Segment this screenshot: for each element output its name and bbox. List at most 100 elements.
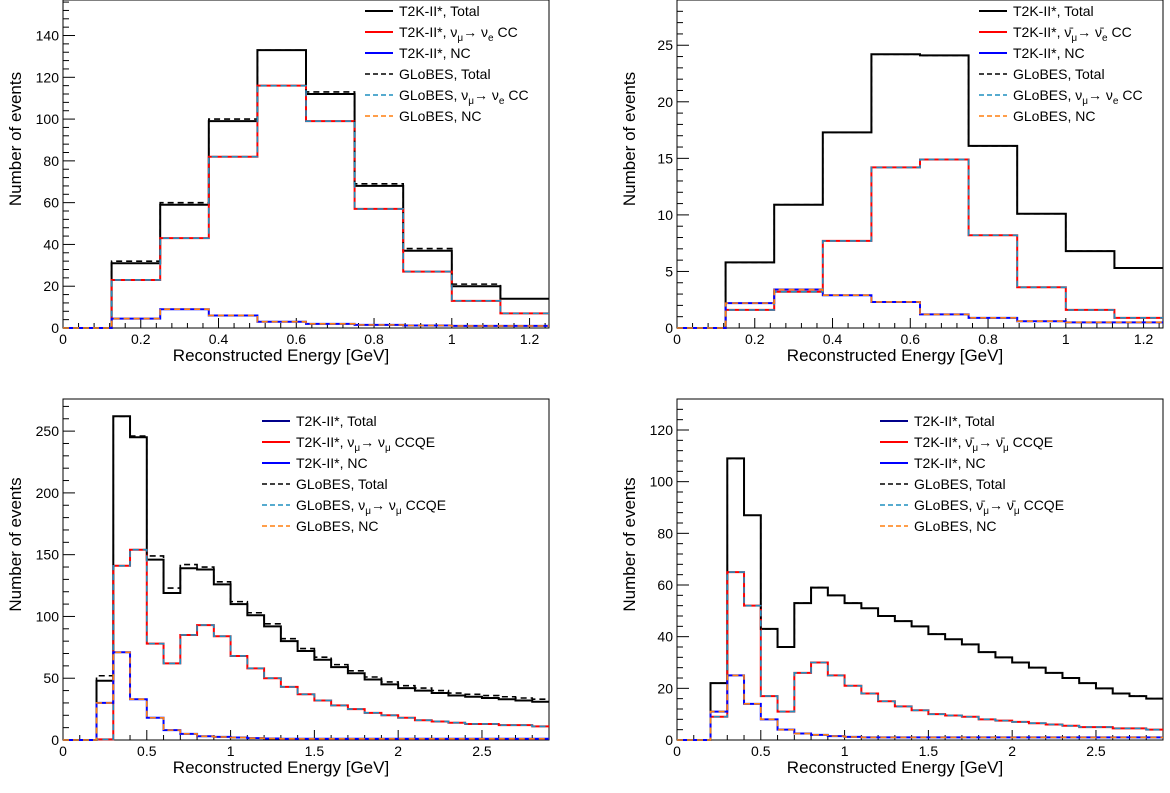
x-tick-label: 2: [1008, 743, 1016, 759]
plot-frame: [62, 0, 550, 329]
legend: T2K-II*, Total T2K-II*, ν̄μ→ ν̄μ CCQET2K-…: [880, 413, 1064, 534]
legend-entry-part: → ν: [463, 24, 488, 40]
x-tick-label: 1: [841, 743, 849, 759]
legend-entry-part: e: [488, 33, 494, 44]
x-tick-label: 0: [59, 331, 67, 347]
x-axis-label: Reconstructed Energy [GeV]: [787, 758, 1003, 777]
legend-entry: T2K-II*, ν̄μ→ ν̄μ CCQE: [914, 434, 1053, 454]
series-line-1: [677, 571, 1163, 741]
x-tick-label: 2: [394, 743, 402, 759]
y-tick-label: 10: [657, 207, 673, 223]
legend-entry-part: CC: [494, 24, 518, 40]
legend-entry: GLoBES, NC: [399, 108, 481, 124]
y-tick-label: 50: [43, 670, 59, 686]
y-tick-label: 60: [657, 577, 673, 593]
x-tick-label: 0.5: [751, 743, 771, 759]
plot-frame: [676, 0, 1164, 329]
legend-entry: GLoBES, νμ→ νe CC: [1013, 87, 1143, 107]
legend-entry-part: → ν: [371, 497, 396, 513]
y-tick-label: 120: [650, 422, 674, 438]
series-line-4: [677, 158, 1163, 329]
x-tick-label: 0.4: [823, 331, 843, 347]
legend-entry-part: GLoBES, ν: [399, 87, 468, 103]
legend-entry-part: μ: [365, 506, 371, 517]
x-tick-label: 0.4: [209, 331, 229, 347]
y-tick-label: 20: [657, 94, 673, 110]
x-axis-label: Reconstructed Energy [GeV]: [173, 346, 389, 365]
x-tick-label: 2.5: [1086, 743, 1106, 759]
legend-entry: GLoBES, NC: [914, 518, 996, 534]
y-tick-label: 5: [665, 263, 673, 279]
legend-entry: GLoBES, Total: [914, 476, 1006, 492]
y-tick-label: 20: [43, 278, 59, 294]
legend-entry: T2K-II*, νμ→ νμ CCQE: [296, 434, 435, 454]
x-tick-label: 1.5: [305, 743, 325, 759]
legend-entry-part: e: [1113, 96, 1119, 107]
x-tick-label: 0.8: [364, 331, 384, 347]
legend-entry-part: → ν: [360, 434, 385, 450]
y-axis-label: Number of events: [6, 72, 25, 206]
series-line-4: [63, 84, 549, 329]
x-tick-label: 0.8: [978, 331, 998, 347]
x-tick-label: 1.5: [919, 743, 939, 759]
legend-entry-part: T2K-II*, ν: [296, 434, 354, 450]
legend-entry: T2K-II*, Total: [296, 413, 377, 429]
legend-entry-part: T2K-II*, ν̄: [914, 434, 974, 450]
x-tick-label: 0.5: [137, 743, 157, 759]
series-line-5: [677, 288, 1163, 329]
x-axis-label: Reconstructed Energy [GeV]: [173, 758, 389, 777]
chart-panel-bottom-right: 0 0.5 1 1.5 2 2.5 0 20 40 60 80 100 120 Reconstructed…: [620, 398, 1164, 777]
legend-entry-part: μ: [385, 443, 391, 454]
y-tick-label: 60: [43, 195, 59, 211]
series-line-4: [677, 571, 1163, 741]
legend-entry: T2K-II*, Total: [914, 413, 995, 429]
series-line-5: [63, 651, 549, 741]
legend-entry: GLoBES, NC: [1013, 108, 1095, 124]
x-tick-label: 1.2: [1134, 331, 1154, 347]
legend-entry-part: μ: [1071, 33, 1077, 44]
x-tick-label: 0: [59, 743, 67, 759]
y-tick-label: 0: [665, 732, 673, 748]
x-tick-label: 1: [448, 331, 456, 347]
y-tick-label: 20: [657, 680, 673, 696]
y-tick-label: 100: [650, 474, 674, 490]
chart-panel-top-left: 0 0.2 0.4 0.6 0.8 1 1.2 0 20 40 60 80 100 120 140 Recon…: [6, 0, 550, 365]
y-tick-label: 100: [36, 608, 60, 624]
legend-entry-part: GLoBES, ν̄: [914, 497, 985, 513]
legend-entry: T2K-II*, Total: [399, 3, 480, 19]
legend-entry-part: GLoBES, ν: [296, 497, 365, 513]
y-tick-label: 25: [657, 37, 673, 53]
series-line-3: [677, 53, 1163, 329]
legend-entry-part: CCQE: [1020, 497, 1064, 513]
y-tick-label: 40: [657, 629, 673, 645]
chart-panel-top-right: 0 0.2 0.4 0.6 0.8 1 1.2 0 5 10 15 20 25 Reconstructed…: [620, 0, 1164, 365]
legend-entry-part: CC: [1118, 87, 1142, 103]
legend-entry: GLoBES, Total: [399, 66, 491, 82]
legend-entry-part: e: [1102, 33, 1108, 44]
legend-entry: GLoBES, Total: [296, 476, 388, 492]
x-tick-label: 1: [1062, 331, 1070, 347]
legend-entry: GLoBES, ν̄μ→ ν̄μ CCQE: [914, 497, 1064, 517]
series-line-5: [677, 674, 1163, 741]
y-tick-label: 100: [36, 111, 60, 127]
legend-entry-part: → ν̄: [1077, 24, 1104, 40]
legend-entry: GLoBES, νμ→ νe CC: [399, 87, 529, 107]
legend-entry-part: GLoBES, ν: [1013, 87, 1082, 103]
legend-entry-part: μ: [1082, 96, 1088, 107]
legend-entry: T2K-II*, Total: [1013, 3, 1094, 19]
x-tick-label: 2.5: [472, 743, 492, 759]
legend-entry-part: μ: [1014, 506, 1020, 517]
x-axis-label: Reconstructed Energy [GeV]: [787, 346, 1003, 365]
legend-entry: T2K-II*, NC: [296, 455, 368, 471]
legend-entry-part: CCQE: [1009, 434, 1053, 450]
series-line-1: [63, 548, 549, 741]
legend-entry-part: → ν̄: [989, 497, 1016, 513]
y-tick-label: 250: [36, 423, 60, 439]
legend-entry: GLoBES, NC: [296, 518, 378, 534]
legend-entry: GLoBES, νμ→ νμ CCQE: [296, 497, 446, 517]
legend-entry: T2K-II*, ν̄μ→ ν̄e CC: [1013, 24, 1132, 44]
x-tick-label: 0: [673, 331, 681, 347]
